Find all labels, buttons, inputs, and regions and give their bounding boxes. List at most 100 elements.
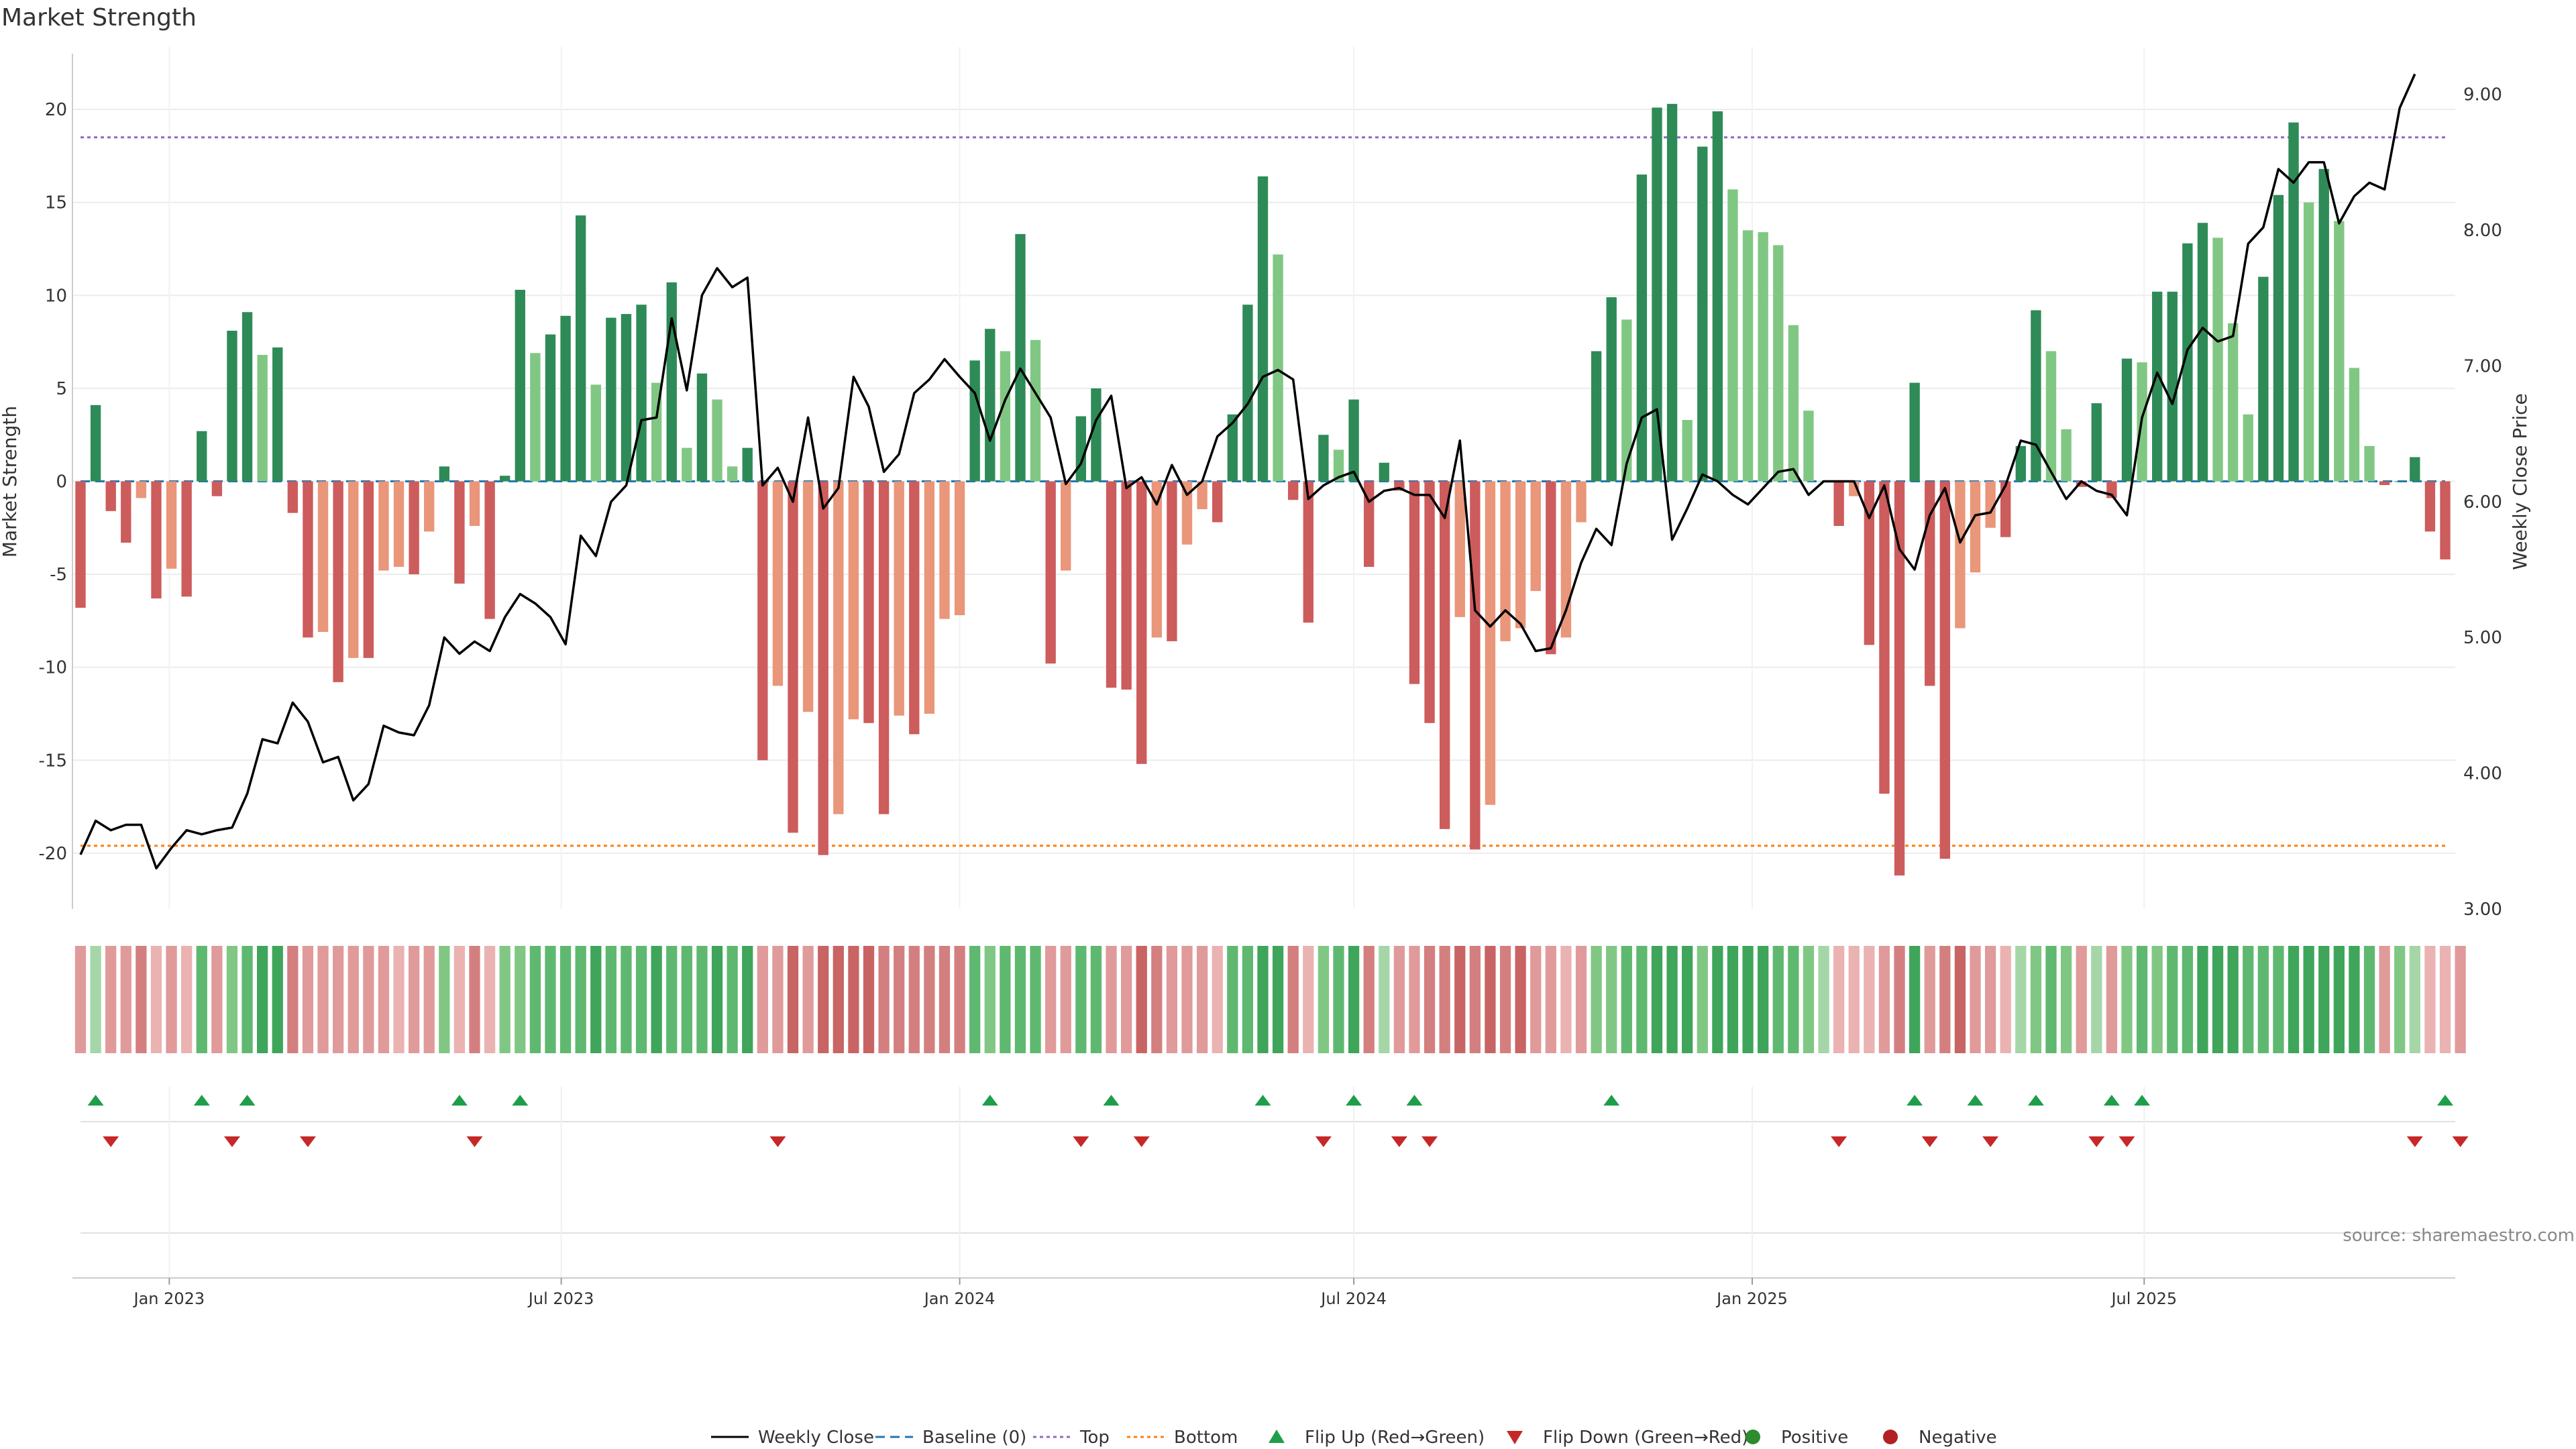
strength-bar xyxy=(969,360,980,482)
strength-bar xyxy=(1257,176,1269,482)
strength-bar xyxy=(909,481,920,735)
strength-bar xyxy=(1409,481,1420,684)
heat-cell xyxy=(499,946,511,1053)
flip-up-marker xyxy=(239,1095,256,1106)
heat-cell xyxy=(150,946,162,1053)
strength-bar xyxy=(2288,122,2299,482)
heat-cell xyxy=(2273,946,2284,1053)
heat-cell xyxy=(2167,946,2178,1053)
strength-bar xyxy=(1181,481,1193,545)
heat-cell xyxy=(1272,946,1284,1053)
heat-cell xyxy=(241,946,253,1053)
heat-cell xyxy=(1864,946,1875,1053)
heat-cell xyxy=(1181,946,1193,1053)
heat-cell xyxy=(272,946,283,1053)
strength-bar xyxy=(1970,481,1981,573)
strength-bar xyxy=(2273,195,2284,482)
strength-bar xyxy=(1439,481,1450,829)
heat-cell xyxy=(1287,946,1299,1053)
strength-bar xyxy=(1454,481,1465,617)
heat-cell xyxy=(545,946,556,1053)
heat-cell xyxy=(1606,946,1617,1053)
strength-bar xyxy=(1682,420,1693,482)
heat-cell xyxy=(1666,946,1678,1053)
heat-cell xyxy=(635,946,647,1053)
heat-cell xyxy=(2349,946,2360,1053)
left-tick-label: 5 xyxy=(56,379,67,399)
heat-cell xyxy=(393,946,405,1053)
heat-cell xyxy=(1788,946,1799,1053)
strength-bar xyxy=(1485,481,1496,805)
heat-cell xyxy=(1409,946,1420,1053)
heat-cell xyxy=(1651,946,1663,1053)
heat-cell xyxy=(1742,946,1754,1053)
strength-bar xyxy=(2303,202,2314,482)
strength-bar xyxy=(484,481,495,619)
heat-cell xyxy=(1363,946,1375,1053)
strength-bar xyxy=(75,481,86,608)
legend-swatch xyxy=(1507,1431,1523,1444)
heat-cell xyxy=(1485,946,1496,1053)
strength-bar xyxy=(1606,297,1617,482)
strength-bar xyxy=(818,481,828,855)
right-tick-label: 7.00 xyxy=(2463,356,2502,376)
flip-up-marker xyxy=(87,1095,104,1106)
heat-cell xyxy=(2091,946,2102,1053)
strength-bar xyxy=(1864,481,1875,645)
heat-cell xyxy=(120,946,131,1053)
strength-bar xyxy=(1075,416,1087,482)
strength-bar xyxy=(469,481,480,527)
heat-cell xyxy=(1515,946,1526,1053)
strength-bars xyxy=(75,103,2451,876)
strength-bar xyxy=(1939,481,1951,859)
heat-cell xyxy=(1560,946,1572,1053)
x-tick-label: Jul 2024 xyxy=(1320,1289,1387,1308)
heat-cell xyxy=(2212,946,2224,1053)
strength-bar xyxy=(1712,111,1723,482)
legend-label: Bottom xyxy=(1174,1428,1238,1448)
strength-bar xyxy=(939,481,950,619)
heat-cell xyxy=(1954,946,1966,1053)
heat-cell xyxy=(1499,946,1511,1053)
strength-bar xyxy=(1758,232,1768,482)
strength-bar xyxy=(2227,323,2239,482)
heat-cell xyxy=(2318,946,2330,1053)
legend: Weekly Close Baseline (0) Top Bottom Flip Up… xyxy=(711,1428,1997,1448)
heat-cell xyxy=(347,946,359,1053)
heat-cell xyxy=(1772,946,1784,1053)
legend-label: Top xyxy=(1079,1428,1110,1448)
heat-cell xyxy=(1909,946,1921,1053)
strength-bar xyxy=(848,481,859,720)
flip-down-marker xyxy=(769,1136,786,1147)
heat-cell xyxy=(878,946,890,1053)
strength-bar xyxy=(560,315,571,482)
right-tick-label: 9.00 xyxy=(2463,85,2502,105)
heat-cell xyxy=(1469,946,1481,1053)
strength-bar xyxy=(166,481,177,569)
heat-cell xyxy=(787,946,799,1053)
flip-down-marker xyxy=(2406,1136,2423,1147)
heat-cell xyxy=(1151,946,1163,1053)
heat-cell xyxy=(453,946,466,1053)
heat-cell xyxy=(2106,946,2118,1053)
strength-bar xyxy=(1136,481,1147,764)
heat-cell xyxy=(181,946,193,1053)
left-axis-label: Market Strength xyxy=(0,406,21,557)
legend-swatch xyxy=(1269,1430,1285,1443)
left-tick-label: -15 xyxy=(39,751,67,771)
heat-cell xyxy=(757,946,768,1053)
strength-bar xyxy=(1061,481,1071,571)
heat-cell xyxy=(469,946,480,1053)
heat-cell xyxy=(1818,946,1829,1053)
flip-down-marker xyxy=(1982,1136,1999,1147)
strength-bar xyxy=(530,353,541,482)
strength-bar xyxy=(1197,481,1208,510)
heat-cell xyxy=(1030,946,1041,1053)
strength-bar xyxy=(2121,358,2133,482)
legend-item-4: Flip Up (Red→Green) xyxy=(1269,1428,1485,1448)
strength-bar xyxy=(2379,481,2390,486)
strength-bar xyxy=(1909,382,1920,482)
strength-bar xyxy=(1121,481,1132,690)
axes-layer: -20 -15 -10 -5 0 5 10 15 20 3.00 4.00 5.00 6.00 7.00 8… xyxy=(39,54,2502,920)
heat-cell xyxy=(2182,946,2193,1053)
